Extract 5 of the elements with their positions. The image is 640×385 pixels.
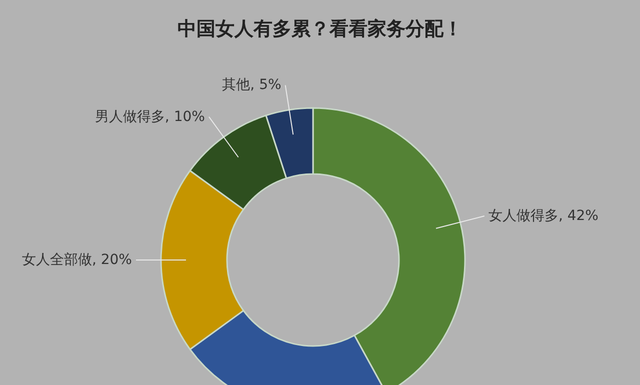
chart-title: 中国女人有多累？看看家务分配！ [178, 18, 462, 40]
slice-label: 女人全部做, 20% [22, 251, 132, 270]
slice-label: 其他, 5% [222, 76, 282, 96]
slice-label: 男人做得多, 10% [94, 108, 205, 127]
slice-label: 女人做得多, 42% [488, 206, 598, 226]
